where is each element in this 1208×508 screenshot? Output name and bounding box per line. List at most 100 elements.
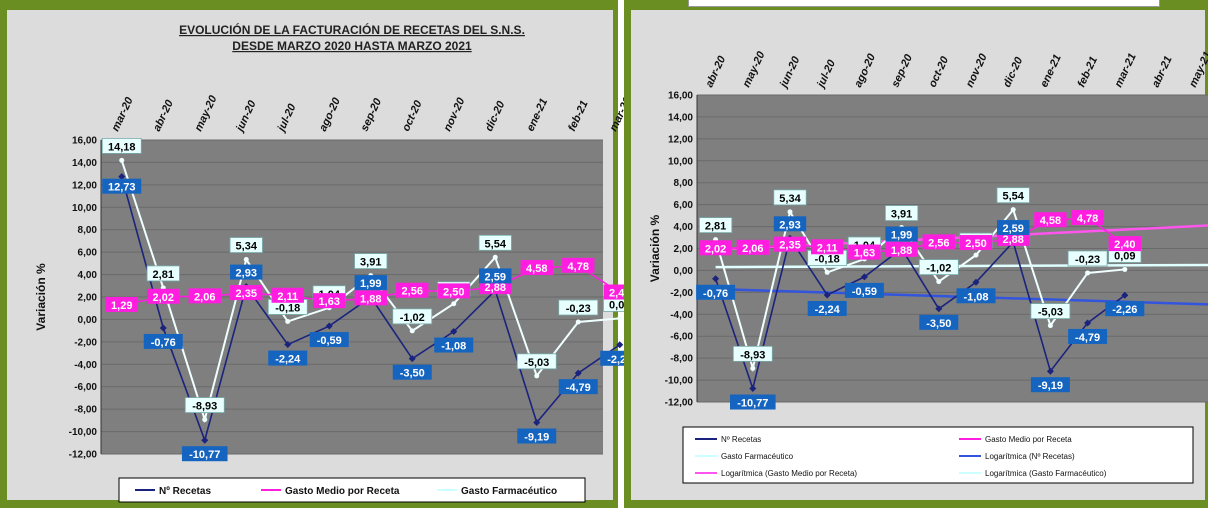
y-tick-label: -8,00 xyxy=(74,405,97,416)
legend-box xyxy=(682,426,1194,484)
y-tick-label: -12,00 xyxy=(665,398,694,409)
data-label: 5,54 xyxy=(1002,191,1024,203)
point-gasto-farm xyxy=(202,417,208,423)
point-gasto-farm xyxy=(936,279,942,285)
data-label: -1,02 xyxy=(400,312,425,324)
data-label: 2,88 xyxy=(1002,234,1023,246)
x-tick-label: nov-20 xyxy=(442,95,468,133)
data-label-box xyxy=(268,350,308,366)
data-label: 2,11 xyxy=(277,291,298,303)
y-tick-label: 8,00 xyxy=(78,225,98,236)
data-label-box xyxy=(101,138,142,154)
x-tick-label: may-20 xyxy=(741,49,768,89)
data-label-box xyxy=(558,299,599,316)
data-label-box xyxy=(884,205,919,221)
data-label: 4,78 xyxy=(568,261,589,273)
top-edge-fragment xyxy=(688,0,1160,7)
x-tick-label: ene-21 xyxy=(1038,53,1064,90)
data-label: -9,19 xyxy=(524,431,549,443)
point-recetas xyxy=(533,418,541,426)
data-label-box xyxy=(516,353,557,370)
y-tick-label: 0,00 xyxy=(78,315,98,326)
data-label-box xyxy=(996,187,1030,204)
data-label-box xyxy=(102,178,142,194)
data-label: 4,58 xyxy=(1040,215,1061,227)
y-tick-label: 10,00 xyxy=(72,203,97,214)
data-label: -0,59 xyxy=(852,286,877,298)
point-recetas xyxy=(159,324,167,332)
point-gasto-farm xyxy=(243,257,249,263)
data-label-box xyxy=(699,217,733,234)
point-recetas xyxy=(284,341,292,349)
data-label-box xyxy=(1071,210,1104,226)
data-label-box xyxy=(558,379,598,395)
data-label-box xyxy=(396,282,429,298)
data-label: -4,79 xyxy=(1075,332,1100,344)
data-label-box xyxy=(736,239,769,255)
right-chart-panel: 16,00 14,00 12,00 10,00 8,00 6,00 4,00 2,00 0,00… xyxy=(631,10,1208,500)
data-label-box xyxy=(959,235,993,251)
data-label-box xyxy=(848,244,881,260)
point-recetas xyxy=(972,278,980,286)
x-tick-label: abr-20 xyxy=(151,97,176,133)
chart-title: EVOLUCIÓN DE LA FACTURACIÓN DE RECETAS D… xyxy=(179,22,525,37)
data-label-box xyxy=(730,394,776,410)
y-tick-label: 6,00 xyxy=(78,248,98,259)
data-label-box xyxy=(271,287,304,303)
left-chart-frame: EVOLUCIÓN DE LA FACTURACIÓN DE RECETAS D… xyxy=(0,0,640,508)
data-label: 4,78 xyxy=(1077,213,1098,225)
y-tick-label: 16,00 xyxy=(72,136,97,147)
x-tick-label: oct-20 xyxy=(927,54,952,89)
x-tick-label: mar-20 xyxy=(110,95,136,134)
data-label: -10,77 xyxy=(189,449,220,461)
series-line-1 xyxy=(714,236,1126,392)
x-tick-label: abr-21 xyxy=(1150,54,1175,89)
x-tick-label: feb-21 xyxy=(1075,55,1100,89)
data-label-box xyxy=(230,285,263,301)
legend-box xyxy=(118,477,586,503)
point-recetas xyxy=(823,291,831,299)
y-tick-label: 8,00 xyxy=(674,178,694,189)
y-tick-label: 12,00 xyxy=(72,180,97,191)
point-gasto-farm xyxy=(575,319,581,325)
data-label: 2,56 xyxy=(928,237,949,249)
data-label-box xyxy=(354,275,387,291)
data-label-box xyxy=(773,189,807,206)
left-chart-panel: EVOLUCIÓN DE LA FACTURACIÓN DE RECETAS D… xyxy=(7,10,640,503)
point-recetas xyxy=(935,305,943,313)
x-tick-label: oct-20 xyxy=(400,98,425,133)
data-label-box xyxy=(1030,377,1070,393)
y-tick-label: 6,00 xyxy=(674,200,694,211)
data-label-box xyxy=(1105,301,1145,317)
data-label-box xyxy=(354,290,387,306)
data-label: 2,06 xyxy=(742,243,763,255)
data-label-box xyxy=(696,284,736,300)
data-label: -8,93 xyxy=(740,349,765,361)
data-label-box xyxy=(1030,303,1071,319)
x-tick-label: mar-21 xyxy=(1113,51,1139,89)
right-chart: 16,00 14,00 12,00 10,00 8,00 6,00 4,00 2,00 0,00… xyxy=(648,49,1208,484)
point-recetas xyxy=(749,385,757,393)
point-gasto-farm xyxy=(617,315,623,321)
y-tick-label: -2,00 xyxy=(74,337,97,348)
point-gasto-farm xyxy=(1085,270,1091,276)
y-tick-label: 2,00 xyxy=(674,244,694,255)
data-label-box xyxy=(773,216,807,232)
point-gasto-farm xyxy=(285,318,291,324)
data-label-box xyxy=(811,239,844,255)
data-label-box xyxy=(918,259,959,276)
data-label: -0,76 xyxy=(703,288,728,300)
y-tick-label: -2,00 xyxy=(670,288,693,299)
x-tick-label: sep-20 xyxy=(359,96,385,133)
x-tick-label: ene-21 xyxy=(525,97,551,134)
y-tick-label: 12,00 xyxy=(668,134,693,145)
point-recetas xyxy=(1084,319,1092,327)
point-recetas xyxy=(860,273,868,281)
data-label-box xyxy=(732,345,773,362)
data-label: 3,91 xyxy=(360,257,381,269)
x-tick-label: feb-21 xyxy=(566,99,591,133)
data-label: 3,91 xyxy=(891,209,912,221)
data-label: 2,40 xyxy=(1114,239,1135,251)
x-tick-label: dic-20 xyxy=(1001,55,1026,90)
legend-label: Gasto Farmacéutico xyxy=(721,452,794,461)
